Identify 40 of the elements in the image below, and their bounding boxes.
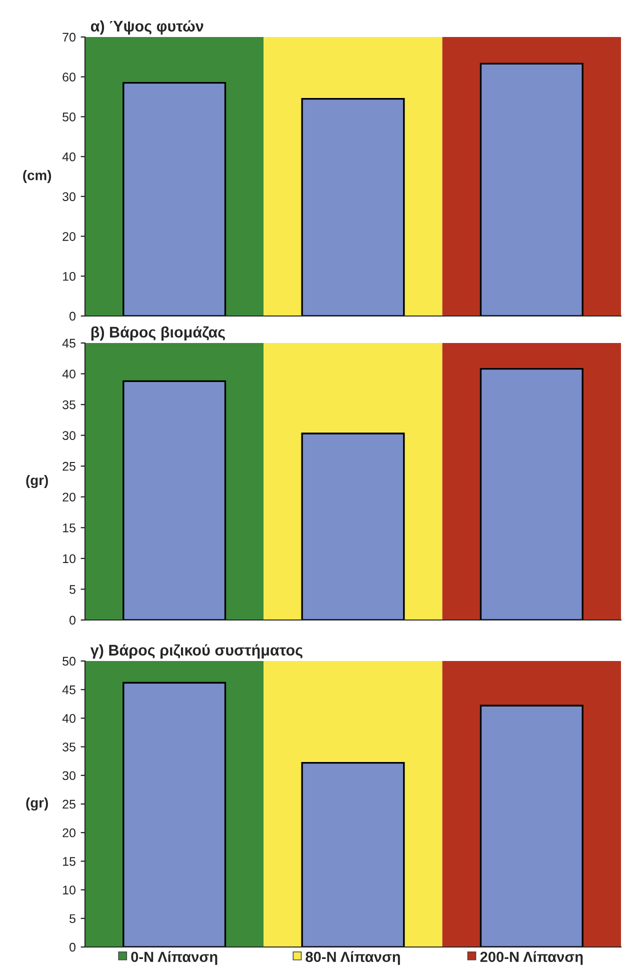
y-tick-label: 0 — [70, 942, 76, 952]
x-tick-label: 80-N Λίπανση — [306, 951, 400, 965]
y-tick-label: 45 — [62, 338, 76, 348]
y-tick-label: 40 — [62, 714, 76, 723]
y-tick-label: 30 — [62, 431, 76, 440]
y-axis-title: (cm) — [23, 170, 52, 183]
y-tick-label: 20 — [62, 828, 76, 838]
bar — [301, 762, 405, 947]
y-tick-label: 5 — [70, 914, 76, 924]
y-tick-label: 20 — [62, 492, 76, 502]
y-tick-label: 0 — [70, 616, 76, 625]
y-tick-label: 30 — [62, 192, 76, 202]
x-tick-label: 200-N Λίπανση — [480, 951, 583, 965]
chart-title: γ) Βάρος ριζικού συστήματος — [90, 644, 302, 659]
y-tick-label: 10 — [63, 554, 76, 564]
y-tick-label: 25 — [62, 462, 76, 471]
y-tick-label: 60 — [62, 72, 76, 82]
y-tick-label: 25 — [62, 800, 76, 809]
y-tick-label: 0 — [70, 312, 76, 321]
y-axis-title: (gr) — [26, 474, 48, 488]
y-tick-label: 35 — [62, 742, 76, 752]
y-tick-label: 50 — [62, 656, 76, 666]
chart-title: β) Βάρος βιομάζας — [91, 326, 225, 341]
y-tick-label: 15 — [63, 857, 76, 866]
chart-title: α) Ύψος φυτών — [90, 20, 204, 35]
y-tick-label: 30 — [62, 771, 76, 780]
y-tick-label: 70 — [62, 32, 76, 42]
y-tick-label: 45 — [62, 686, 76, 694]
y-axis-title: (gr) — [26, 797, 48, 811]
x-tick-label: 0-N Λίπανση — [131, 951, 218, 965]
y-tick-label: 20 — [62, 232, 76, 241]
y-tick-label: 40 — [62, 370, 76, 378]
y-tick-label: 40 — [62, 152, 76, 162]
y-tick-label: 10 — [63, 886, 76, 894]
y-tick-label: 10 — [63, 272, 76, 281]
y-tick-label: 50 — [62, 112, 76, 122]
y-tick-label: 5 — [70, 585, 76, 594]
y-tick-label: 15 — [63, 524, 76, 532]
bar — [301, 432, 405, 620]
y-tick-label: 35 — [62, 400, 76, 410]
